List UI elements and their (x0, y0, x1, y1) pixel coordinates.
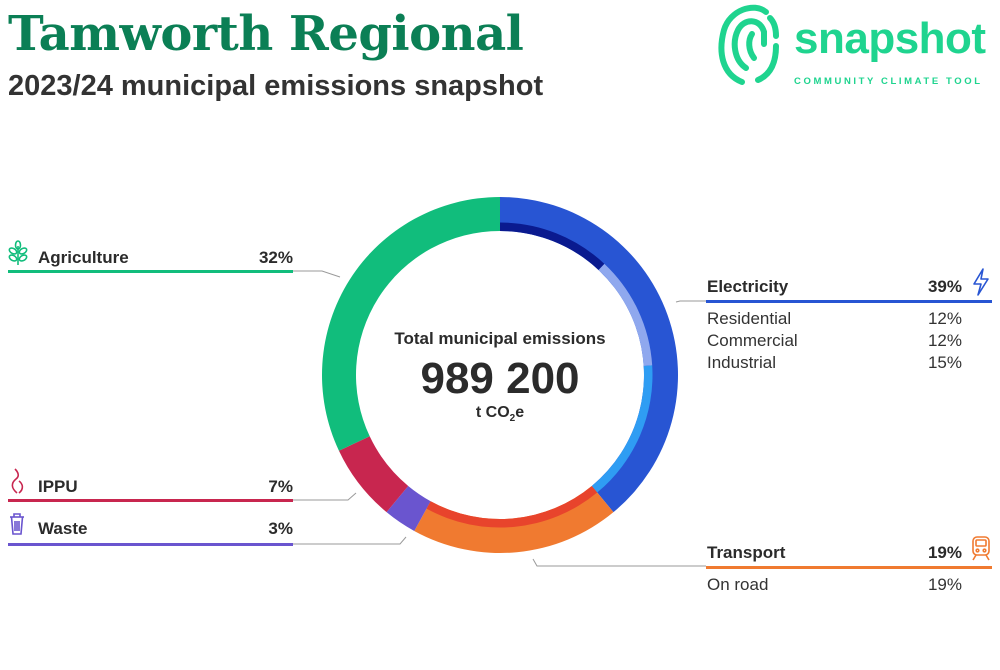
donut-subsegment-on-road (426, 485, 598, 528)
onroad-percent: 19% (927, 575, 962, 594)
transport-percent: 19% (927, 543, 962, 562)
residential-percent: 12% (927, 309, 962, 328)
commercial-label: Commercial (707, 331, 798, 350)
fingerprint-icon (718, 4, 779, 85)
waste-label: Waste (38, 519, 88, 538)
train-icon (972, 536, 990, 561)
donut-segment-agriculture (321, 197, 500, 451)
leader-line-waste (293, 536, 407, 545)
center-label: Total municipal emissions (394, 329, 606, 348)
agriculture-rule (8, 270, 293, 273)
agriculture-label: Agriculture (38, 248, 129, 267)
donut-subsegment-commercial (598, 263, 653, 366)
industrial-percent: 15% (927, 353, 962, 372)
waste-percent: 3% (268, 519, 293, 538)
transport-rule (706, 566, 992, 569)
leader-lines (293, 270, 706, 567)
leader-line-electricity (675, 300, 706, 303)
ippu-label: IPPU (38, 477, 78, 496)
logo-wordmark: snapshot (794, 14, 986, 63)
waste-rule (8, 543, 293, 546)
transport-label: Transport (707, 543, 786, 562)
wheat-icon (8, 240, 28, 265)
donut-subsegment-residential (500, 222, 605, 271)
donut-subsegment-industrial (591, 365, 653, 493)
total-value: 989 200 (420, 354, 580, 403)
bin-icon (10, 513, 24, 535)
page-title: Tamworth Regional (8, 6, 524, 62)
donut-segment-waste (386, 485, 431, 531)
electricity-label: Electricity (707, 277, 789, 296)
onroad-label: On road (707, 575, 769, 594)
lightning-icon (973, 268, 989, 296)
unit-subscript: 2 (509, 413, 516, 425)
leader-line-agriculture (293, 270, 341, 278)
leader-line-ippu (293, 492, 357, 501)
smoke-icon (11, 468, 24, 494)
ippu-percent: 7% (268, 477, 293, 496)
industrial-label: Industrial (707, 353, 776, 372)
inner-ring (426, 222, 653, 528)
unit-prefix: t CO (475, 404, 510, 421)
unit-suffix: e (515, 404, 525, 421)
total-unit: t CO2e (360, 404, 640, 424)
commercial-percent: 12% (927, 331, 962, 350)
snapshot-logo: snapshot COMMUNITY CLIMATE TOOL (714, 0, 1000, 90)
electricity-percent: 39% (927, 277, 962, 296)
donut-segment-ippu (338, 436, 409, 513)
leader-line-transport (532, 558, 706, 567)
logo-tagline: COMMUNITY CLIMATE TOOL (794, 76, 983, 87)
page-subtitle: 2023/24 municipal emissions snapshot (8, 70, 544, 102)
electricity-rule (706, 300, 992, 303)
residential-label: Residential (707, 309, 792, 328)
agriculture-percent: 32% (258, 248, 293, 267)
ippu-rule (8, 499, 293, 502)
